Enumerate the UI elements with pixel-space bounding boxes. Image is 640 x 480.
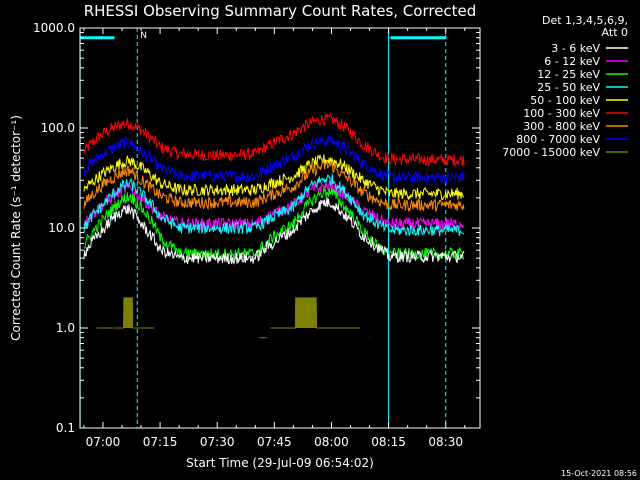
y-tick-label-3: 100.0 xyxy=(41,121,75,135)
legend-header-line-0: Det 1,3,4,5,6,9, xyxy=(542,14,628,27)
legend-label-3: 25 - 50 keV xyxy=(537,81,600,94)
series-line-4 xyxy=(83,153,465,201)
y-tick-label-0: 0.1 xyxy=(56,421,75,435)
series-line-7 xyxy=(83,134,465,185)
x-tick-label-1: 07:15 xyxy=(143,435,178,449)
plot-area: N xyxy=(79,28,465,428)
x-tick-label-0: 07:00 xyxy=(86,435,121,449)
legend-header-line-1: Att 0 xyxy=(602,26,628,39)
y-tick-label-2: 10.0 xyxy=(48,221,75,235)
legend-label-0: 3 - 6 keV xyxy=(551,42,600,55)
x-tick-label-6: 08:30 xyxy=(428,435,463,449)
y-axis-title: Corrected Count Rate (s⁻¹ detector⁻¹) xyxy=(9,115,23,341)
legend-label-5: 100 - 300 keV xyxy=(523,107,600,120)
x-tick-label-5: 08:15 xyxy=(371,435,406,449)
x-axis: 07:00 07:15 07:30 07:45 08:00 08:15 08:30 xyxy=(83,28,466,449)
legend-label-8: 7000 - 15000 keV xyxy=(502,146,600,159)
legend-label-4: 50 - 100 keV xyxy=(530,94,600,107)
legend-label-7: 800 - 7000 keV xyxy=(516,133,600,146)
footer-timestamp: 15-Oct-2021 08:56 xyxy=(561,469,637,478)
legend-label-6: 300 - 800 keV xyxy=(523,120,600,133)
legend-label-1: 6 - 12 keV xyxy=(544,55,600,68)
series-line-6 xyxy=(83,160,465,213)
series-line-0 xyxy=(83,197,465,265)
series-line-5 xyxy=(83,111,465,168)
x-tick-label-3: 07:45 xyxy=(257,435,292,449)
series-line-3 xyxy=(83,173,465,237)
night-flag-label: N xyxy=(140,31,147,41)
chart-title: RHESSI Observing Summary Count Rates, Co… xyxy=(84,2,477,20)
legend-label-2: 12 - 25 keV xyxy=(537,68,600,81)
series-line-8-segment-4 xyxy=(270,297,360,329)
series-8-dense-block-1 xyxy=(295,297,317,328)
x-tick-label-2: 07:30 xyxy=(200,435,235,449)
x-axis-title: Start Time (29-Jul-09 06:54:02) xyxy=(186,456,374,470)
series-8-dense-block-0 xyxy=(123,297,133,328)
y-tick-label-4: 1000.0 xyxy=(33,21,75,35)
y-axis: 0.1 1.0 10.0 100.0 1000.0 xyxy=(33,21,480,435)
y-tick-label-1: 1.0 xyxy=(56,321,75,335)
x-tick-label-4: 08:00 xyxy=(314,435,349,449)
